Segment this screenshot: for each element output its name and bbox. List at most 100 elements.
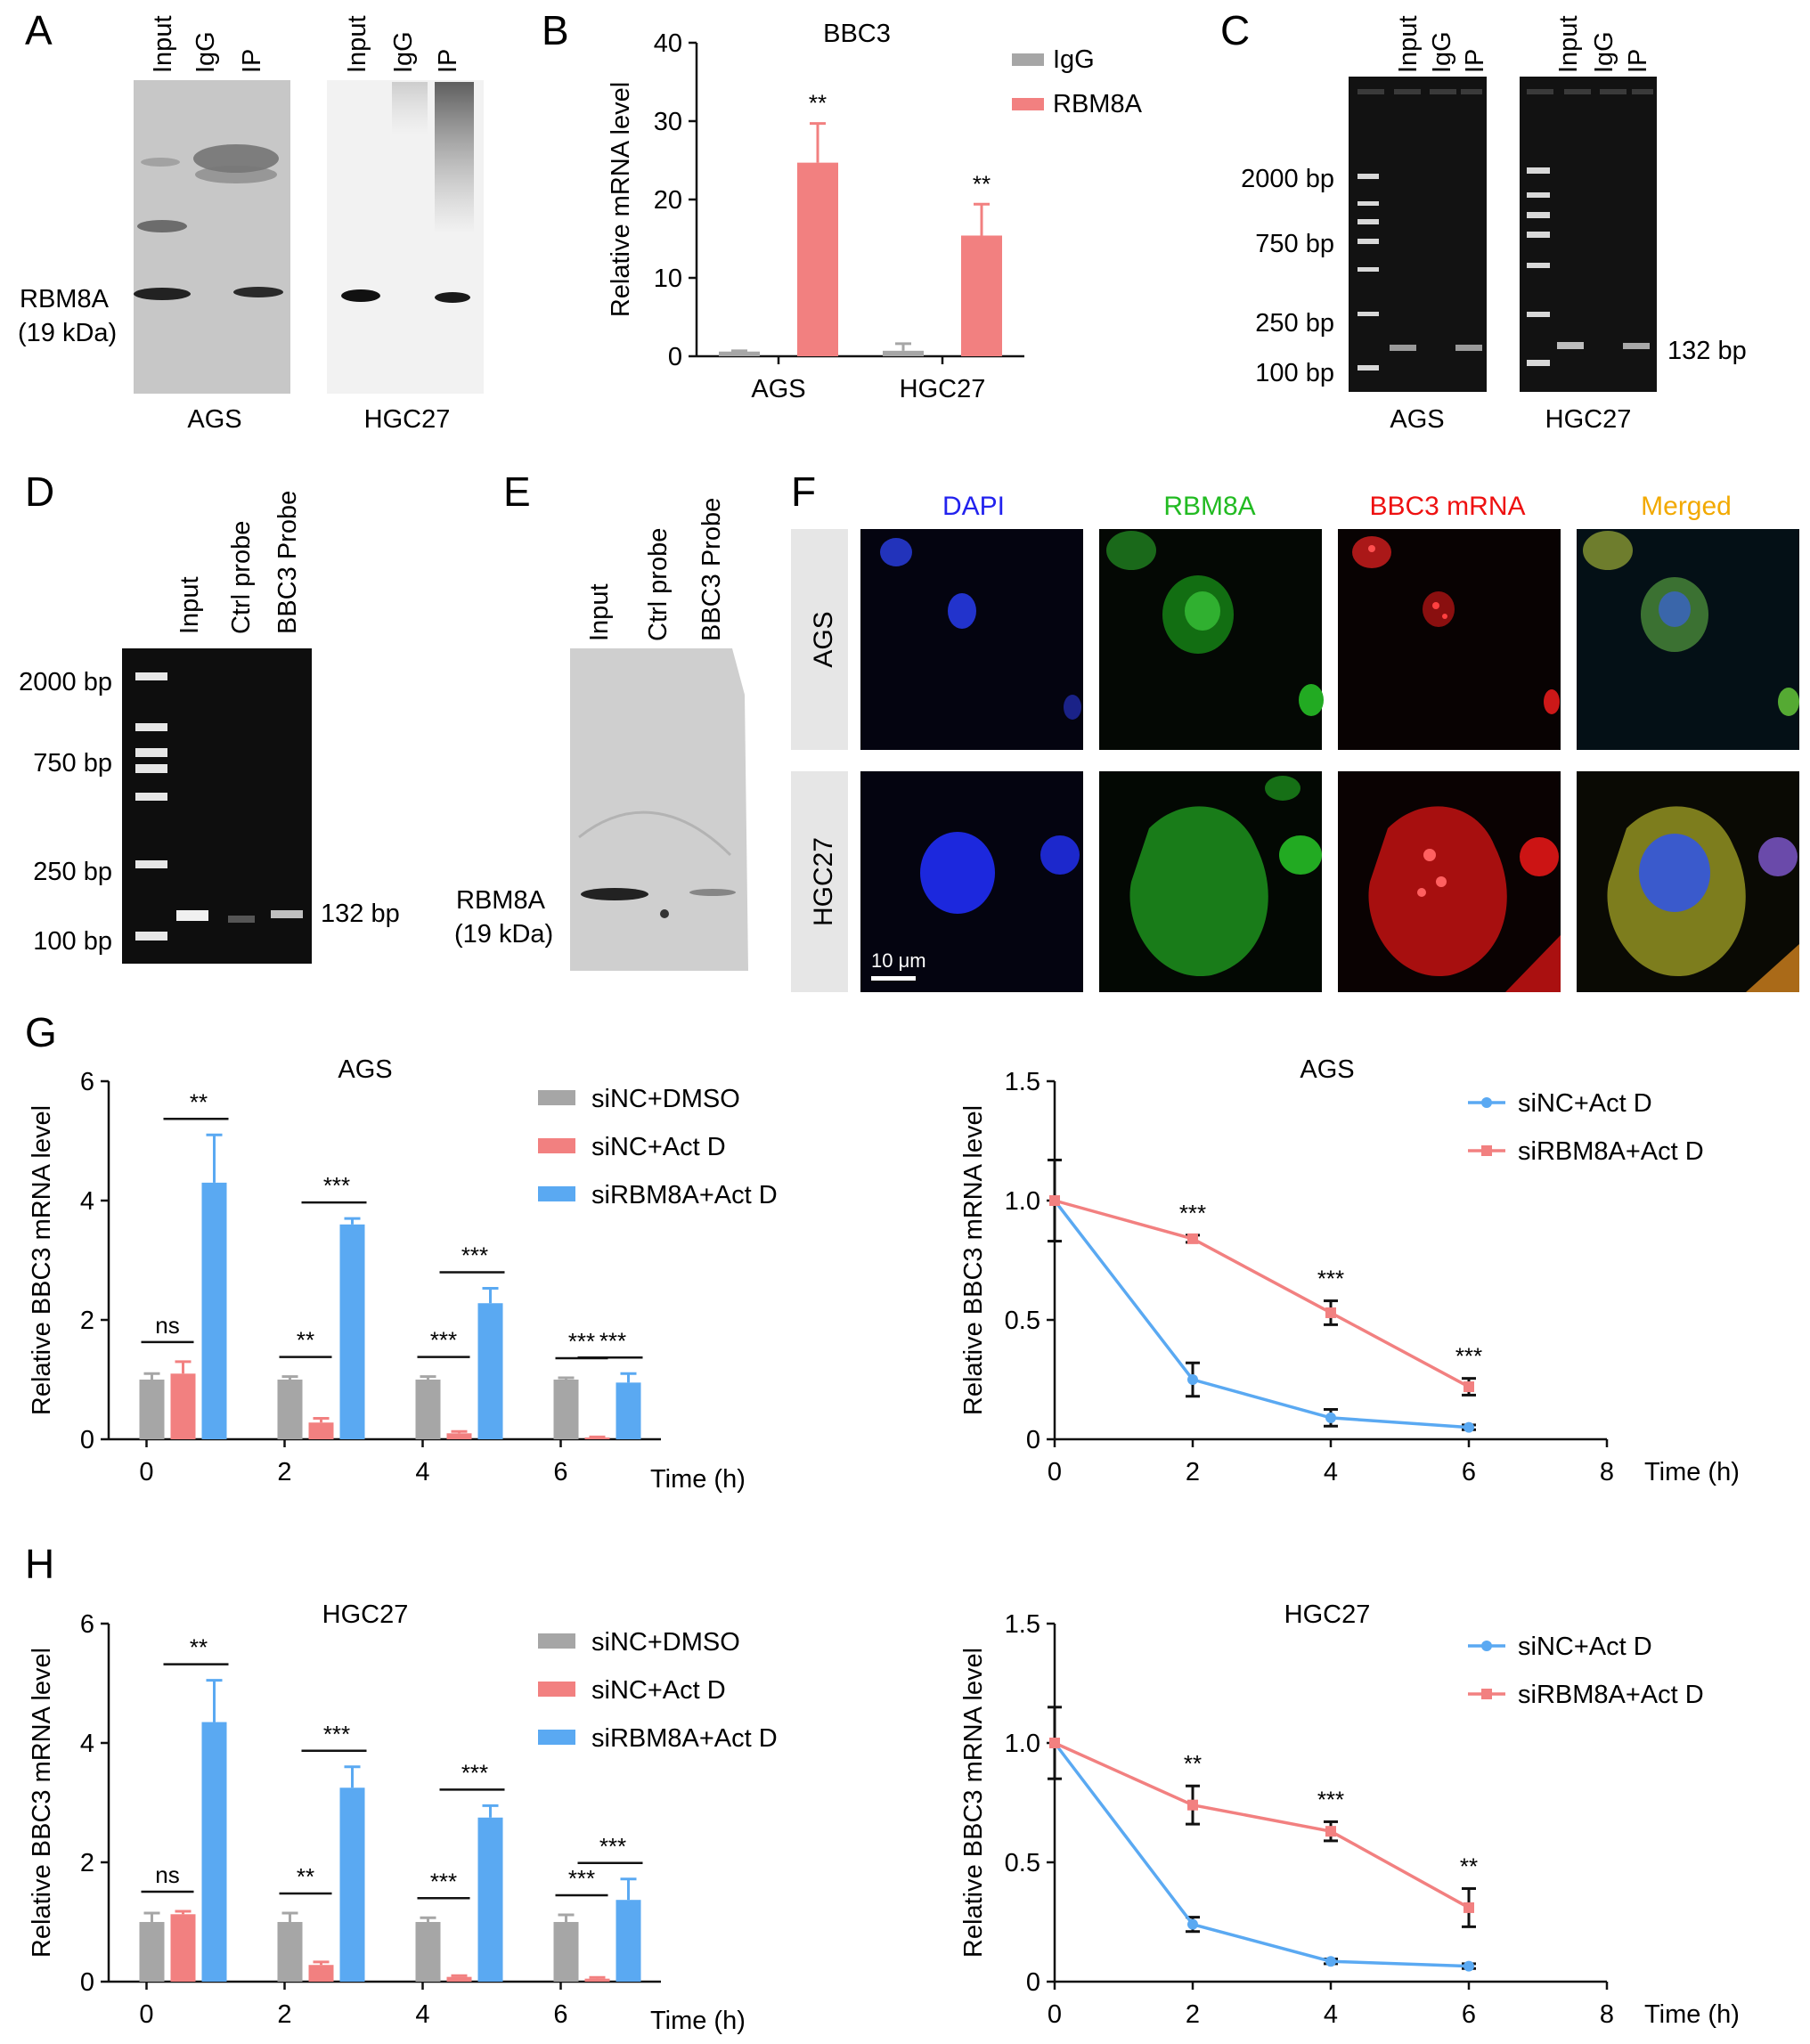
ladder-band	[1527, 192, 1550, 198]
cell-label-hgc27: HGC27	[364, 405, 451, 434]
data-point	[1325, 1956, 1336, 1967]
panel-label-g: G	[25, 1009, 57, 1055]
y-tick-label: 40	[654, 29, 682, 58]
product-band-input	[176, 910, 208, 921]
significance-label: ***	[1317, 1786, 1344, 1812]
ladder-band	[135, 764, 167, 773]
significance-label: ***	[599, 1833, 626, 1860]
y-tick-label: 0.5	[1005, 1849, 1040, 1877]
ladder-band	[1358, 201, 1379, 206]
x-axis-label: Time (h)	[1644, 2000, 1740, 2029]
x-tick-label: 2	[1186, 2000, 1200, 2029]
data-point	[1463, 1421, 1474, 1433]
bar-sinc-dmso	[139, 1922, 165, 1982]
legend-swatch	[538, 1138, 575, 1153]
band-hgc27-rbm8a-input	[341, 289, 380, 302]
x-tick-label: 6	[1462, 1458, 1476, 1486]
band-ags-rbm8a-input	[134, 288, 191, 300]
gel-well	[1527, 89, 1553, 94]
significance-label: ***	[1179, 1200, 1206, 1226]
data-point	[1463, 1381, 1474, 1393]
bar-igg	[883, 350, 924, 356]
gel-well	[1461, 89, 1482, 94]
lane-label-ip: IP	[434, 49, 462, 73]
smear-hgc27-igg	[392, 82, 428, 135]
x-tick-label: 0	[1048, 1458, 1062, 1486]
marker-2000: 2000 bp	[19, 668, 112, 696]
nucleus	[880, 538, 912, 566]
x-tick-label: 4	[415, 1458, 429, 1486]
product-band-hgc27-ip	[1623, 343, 1650, 349]
series-line-sinc-act-d	[1053, 1741, 1470, 1968]
puncta	[1368, 545, 1375, 552]
significance-label: ***	[568, 1328, 595, 1355]
y-tick-label: 4	[80, 1187, 94, 1216]
lane-label-ip: IP	[238, 49, 266, 73]
data-point	[1325, 1307, 1336, 1318]
bar-sirbm8a-act-d	[339, 1787, 365, 1982]
legend-label: siNC+DMSO	[591, 1628, 740, 1657]
lane-label-ctrl-probe: Ctrl probe	[644, 528, 673, 641]
marker-750: 750 bp	[33, 749, 112, 778]
marker-750: 750 bp	[1255, 230, 1334, 258]
bar-sinc-act-d	[446, 1433, 472, 1439]
band-label-rbm8a: RBM8A	[456, 886, 546, 915]
lane-label-input: Input	[343, 16, 371, 74]
data-point	[1187, 1233, 1198, 1244]
puncta	[1417, 888, 1426, 897]
data-point	[1463, 1901, 1474, 1913]
bar-sinc-dmso	[277, 1380, 303, 1439]
nucleus	[1040, 835, 1080, 875]
significance-label: **	[1460, 1853, 1478, 1879]
ladder-band	[135, 748, 167, 757]
y-tick-label: 20	[654, 186, 682, 215]
y-tick-label: 1.0	[1005, 1187, 1040, 1216]
x-tick-label: AGS	[751, 375, 805, 403]
y-tick-label: 30	[654, 108, 682, 136]
data-point	[1325, 1826, 1336, 1837]
legend-label: siNC+Act D	[1518, 1633, 1652, 1661]
gel-well	[1600, 89, 1627, 94]
ladder-band	[135, 672, 167, 680]
x-tick-label: 2	[277, 2000, 291, 2029]
gel-well	[1632, 89, 1653, 94]
puncta	[1432, 602, 1439, 609]
band-ags-input-faint	[141, 158, 180, 167]
series-line-sirbm8a-act-d	[1054, 1199, 1470, 1388]
lane-label-igg: IgG	[1428, 31, 1456, 73]
lane-label-input: Input	[585, 584, 614, 642]
panel-d: Input Ctrl probe BBC3 Probe 2000 bp 750 …	[19, 491, 400, 964]
band-ags-ig-heavy	[193, 144, 279, 173]
legend-label: siRBM8A+Act D	[1518, 1137, 1704, 1166]
lane-label-bbc3-probe: BBC3 Probe	[273, 491, 302, 634]
y-tick-label: 0.5	[1005, 1307, 1040, 1335]
series-line-sinc-act-d	[1053, 1199, 1470, 1429]
significance-label: **	[190, 1634, 208, 1661]
band-label-rbm8a: RBM8A	[20, 285, 110, 314]
row-header-hgc27	[791, 771, 848, 992]
gel-well	[1564, 89, 1591, 94]
ladder-band	[135, 932, 167, 941]
blot-ags	[134, 80, 290, 394]
cell-signal	[1746, 944, 1799, 992]
legend-marker	[1481, 1145, 1492, 1156]
significance-label: **	[1184, 1750, 1202, 1777]
column-label-bbc3: BBC3 mRNA	[1369, 492, 1525, 521]
chart-h-line: 0 0.5 1.0 1.5 0 2 4 6 8 Time (h) HGC27 Relative BBC…	[959, 1600, 1740, 2029]
marker-250: 250 bp	[1255, 309, 1334, 338]
bar-sirbm8a-act-d	[477, 1303, 503, 1439]
data-point	[1049, 1738, 1060, 1748]
row-label-ags: AGS	[809, 611, 838, 667]
legend-label: siNC+Act D	[1518, 1089, 1652, 1118]
product-band-ags-ip	[1455, 345, 1482, 351]
significance-label: ***	[323, 1172, 350, 1199]
cell-signal	[1368, 806, 1507, 977]
series-line-sirbm8a-act-d	[1054, 1741, 1470, 1910]
cell-signal	[1758, 837, 1798, 876]
legend-swatch	[538, 1682, 575, 1697]
x-tick-label: 4	[415, 2000, 429, 2029]
bar-sinc-dmso	[415, 1922, 441, 1982]
data-point	[1049, 1195, 1060, 1206]
significance-label: ***	[461, 1242, 488, 1268]
significance-label: ***	[1455, 1343, 1482, 1370]
